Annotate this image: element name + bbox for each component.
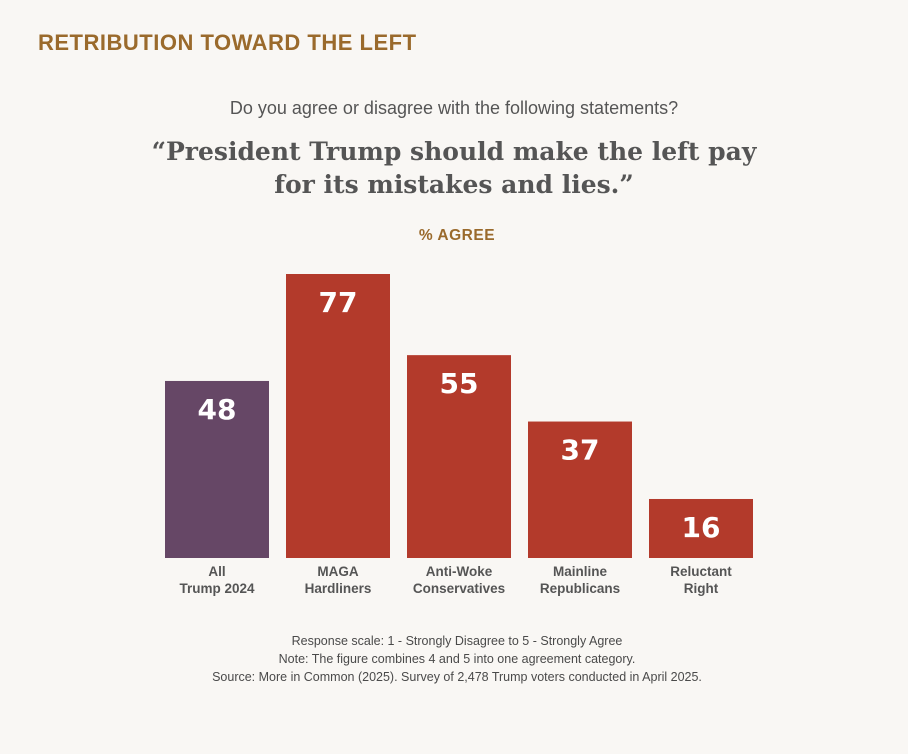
note-combined-categories: Note: The figure combines 4 and 5 into o…: [278, 652, 636, 666]
category-label: Reluctant Right: [670, 564, 732, 596]
category-label: Mainline Republicans: [540, 564, 620, 596]
bar-0: [165, 380, 269, 558]
footnotes: Response scale: 1 - Strongly Disagree to…: [0, 632, 908, 686]
bar-3: [528, 421, 632, 558]
headline: RETRIBUTION TOWARD THE LEFT: [38, 30, 417, 55]
survey-question: Do you agree or disagree with the follow…: [229, 98, 679, 118]
survey-statement: “President Trump should make the left pa…: [151, 137, 757, 199]
note-source: Source: More in Common (2025). Survey of…: [212, 670, 702, 684]
category-label: MAGA Hardliners: [305, 564, 372, 596]
category-label: Anti-Woke Conservatives: [413, 564, 505, 596]
bar-1: [286, 274, 390, 558]
bar-value-label: 55: [440, 367, 479, 400]
bar-4: [649, 498, 753, 558]
bar-value-label: 37: [561, 434, 600, 467]
bar-value-label: 48: [198, 393, 237, 426]
bar-2: [407, 355, 511, 558]
bar-value-label: 16: [682, 511, 721, 544]
chart-title: % AGREE: [418, 227, 496, 244]
bar-value-label: 77: [319, 286, 358, 319]
category-label: All Trump 2024: [179, 564, 255, 596]
note-response-scale: Response scale: 1 - Strongly Disagree to…: [291, 634, 623, 648]
